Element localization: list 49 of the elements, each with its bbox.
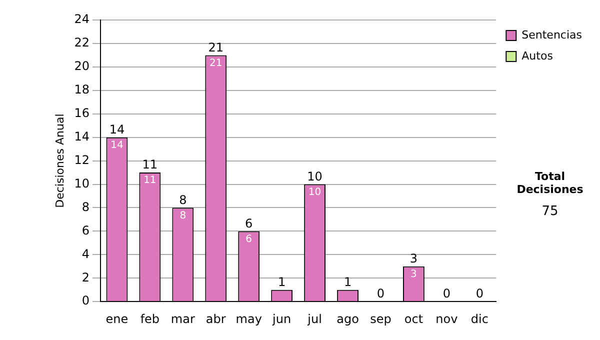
- x-tick-label: jun: [272, 312, 292, 326]
- x-tick-label: dic: [470, 312, 488, 326]
- x-tick-label: jul: [306, 312, 322, 326]
- y-tick-label: 4: [82, 246, 90, 261]
- total-label: 21: [208, 40, 224, 54]
- data-label: 10: [308, 186, 322, 198]
- data-label: 3: [410, 268, 417, 280]
- y-tick-label: 12: [74, 152, 90, 167]
- x-tick-label: abr: [206, 312, 226, 326]
- total-label: 0: [476, 286, 484, 301]
- text: 75: [540, 204, 560, 219]
- data-label: 11: [144, 175, 156, 186]
- data-label: 6: [246, 234, 252, 245]
- y-tick-label: 20: [74, 59, 90, 74]
- total-label: 0: [376, 286, 385, 301]
- y-tick-label: 8: [82, 200, 90, 214]
- x-tick-label: sep: [370, 312, 392, 326]
- total-label: 3: [410, 252, 418, 266]
- y-tick-label: 22: [74, 36, 90, 50]
- total-label: 1: [278, 274, 286, 289]
- total-label: 0: [442, 286, 451, 301]
- x-tick-label: oct: [404, 312, 424, 326]
- x-tick-label: mar: [170, 312, 195, 326]
- legend-label: Autos: [522, 49, 554, 62]
- legend-label: Sentencias: [522, 28, 582, 42]
- y-tick-label: 2: [82, 270, 90, 284]
- total-label: 14: [109, 122, 125, 136]
- y-tick-label: 24: [74, 12, 90, 26]
- total-label: 1: [344, 274, 352, 289]
- total-label: 6: [245, 216, 253, 230]
- data-label: 14: [110, 140, 124, 151]
- x-tick-label: ago: [336, 312, 359, 326]
- y-tick-label: 10: [74, 176, 90, 190]
- total-label: 11: [142, 158, 158, 172]
- x-tick-label: feb: [140, 312, 160, 326]
- y-axis-title: Decisiones Anual: [53, 114, 66, 208]
- total-label: 8: [179, 192, 187, 207]
- total-label: 10: [307, 169, 322, 184]
- y-tick-label: 6: [82, 223, 90, 238]
- y-tick-label: 18: [74, 82, 90, 97]
- x-tick-label: ene: [106, 312, 128, 326]
- data-label: 8: [180, 210, 186, 222]
- y-tick-label: 16: [74, 106, 90, 120]
- x-tick-label: nov: [436, 312, 458, 326]
- x-tick-label: may: [236, 312, 262, 326]
- text: Total Decisiones: [516, 170, 584, 196]
- y-tick-label: 14: [74, 129, 90, 144]
- y-tick-label: 0: [82, 294, 90, 308]
- data-label: 21: [210, 58, 222, 69]
